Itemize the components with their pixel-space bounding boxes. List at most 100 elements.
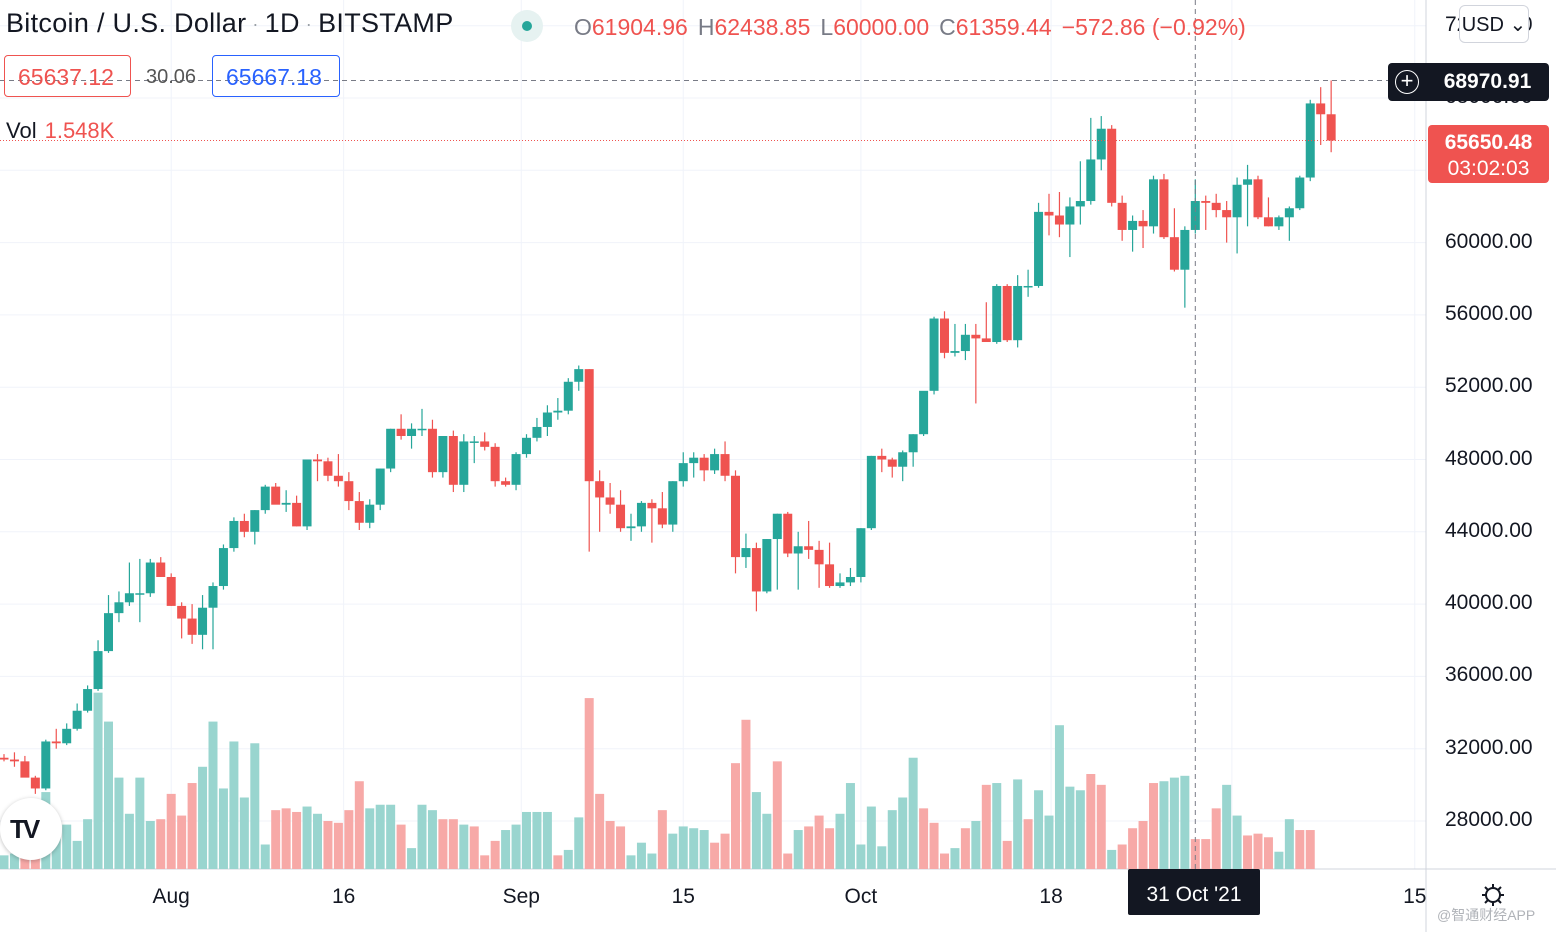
candle-body (260, 486, 270, 511)
candle-body (114, 602, 124, 614)
market-status-icon[interactable] (511, 10, 543, 42)
candle-body (574, 369, 584, 382)
volume-bar (919, 808, 929, 869)
currency-dropdown[interactable]: USD ⌄ (1459, 5, 1529, 43)
change-value: −572.86 (−0.92%) (1061, 14, 1246, 40)
candle-body (825, 564, 835, 587)
candle-body (208, 586, 218, 608)
candle-body (427, 428, 437, 473)
volume-bar (762, 813, 772, 869)
volume-bar (1159, 781, 1169, 869)
candle-body (783, 513, 793, 554)
currency-label: USD (1461, 14, 1504, 36)
volume-bar (1138, 821, 1148, 869)
candle-body (1023, 285, 1033, 288)
candle-body (929, 318, 939, 391)
volume-bar (616, 826, 626, 869)
candle-body (605, 497, 615, 505)
tradingview-logo-icon[interactable]: TV (0, 798, 62, 860)
volume-bar (1065, 786, 1075, 869)
volume-bar (1232, 815, 1242, 869)
open-value: 61904.96 (591, 14, 688, 40)
volume-bar (114, 777, 124, 869)
volume-bar (104, 721, 113, 869)
volume-bar (9, 853, 19, 869)
candle-body (459, 441, 469, 485)
volume-bar (814, 815, 824, 869)
settings-gear-icon[interactable] (1480, 882, 1506, 908)
candle-body (1107, 128, 1117, 203)
volume-bar (731, 763, 740, 869)
candle-body (1054, 215, 1064, 225)
candle-body (532, 426, 542, 438)
candle-body (239, 520, 249, 532)
volume-bar (51, 831, 61, 869)
candle-body (866, 455, 876, 529)
volume-bar (511, 824, 521, 869)
volume-bar (1086, 774, 1096, 869)
volume-bar (1117, 844, 1127, 869)
sell-price-button[interactable]: 65637.12 (4, 55, 131, 97)
candle-body (292, 502, 302, 527)
candle-body (20, 761, 30, 778)
volume-bar (302, 806, 312, 869)
candle-body (657, 508, 667, 525)
high-value: 62438.85 (714, 14, 811, 40)
candle-body (9, 759, 19, 762)
volume-bar (490, 840, 500, 869)
volume-bar (459, 824, 469, 869)
candle-body (563, 381, 573, 411)
candle-body (1326, 114, 1336, 141)
price-tick-label: 52000.00 (1445, 374, 1533, 398)
candle-body (1117, 202, 1127, 230)
candle-body (333, 475, 343, 482)
volume-bar (1044, 815, 1054, 869)
candle-body (1169, 237, 1179, 270)
volume-bar (553, 855, 563, 869)
volume-bar (93, 692, 103, 869)
candle-body (678, 463, 688, 482)
candle-body (501, 481, 511, 485)
time-tick-label: 15 (671, 885, 695, 908)
candle-body (62, 728, 72, 744)
volume-bar (292, 811, 302, 869)
volume-bar (532, 811, 542, 869)
volume-bar (260, 844, 270, 869)
volume-bar (971, 821, 981, 869)
volume-bar (835, 813, 845, 869)
candle-body (1222, 210, 1232, 218)
interval[interactable]: 1D (264, 8, 300, 38)
volume-bar (1190, 839, 1200, 869)
candle-body (354, 501, 364, 523)
candle-body (302, 459, 312, 527)
close-value: 61359.44 (955, 14, 1052, 40)
volume-bar (1128, 828, 1138, 869)
symbol-header[interactable]: Bitcoin / U.S. Dollar · 1D · BITSTAMP (6, 8, 454, 39)
symbol-name[interactable]: Bitcoin / U.S. Dollar (6, 8, 247, 38)
candle-body (386, 428, 396, 469)
buy-price-button[interactable]: 65667.18 (212, 55, 340, 97)
volume-bar (783, 853, 793, 869)
candle-body (1305, 103, 1315, 178)
time-tick-label: Oct (844, 885, 878, 908)
volume-bar (574, 817, 584, 869)
candle-body (971, 334, 981, 339)
volume-bar (887, 810, 897, 869)
add-alert-button[interactable]: + (1388, 63, 1426, 101)
candle-body (940, 318, 949, 353)
volume-bar (1013, 779, 1023, 869)
candle-body (30, 777, 40, 789)
high-label: H (697, 14, 715, 40)
candle-body (856, 528, 866, 577)
volume-bar (501, 830, 511, 869)
volume-bar (595, 793, 605, 869)
volume-bar (0, 855, 9, 869)
candle-body (950, 351, 960, 353)
candle-body (229, 520, 239, 549)
volume-bar (636, 842, 646, 869)
volume-bar (1222, 784, 1232, 869)
volume-bar (187, 783, 197, 869)
candle-body (271, 486, 281, 505)
